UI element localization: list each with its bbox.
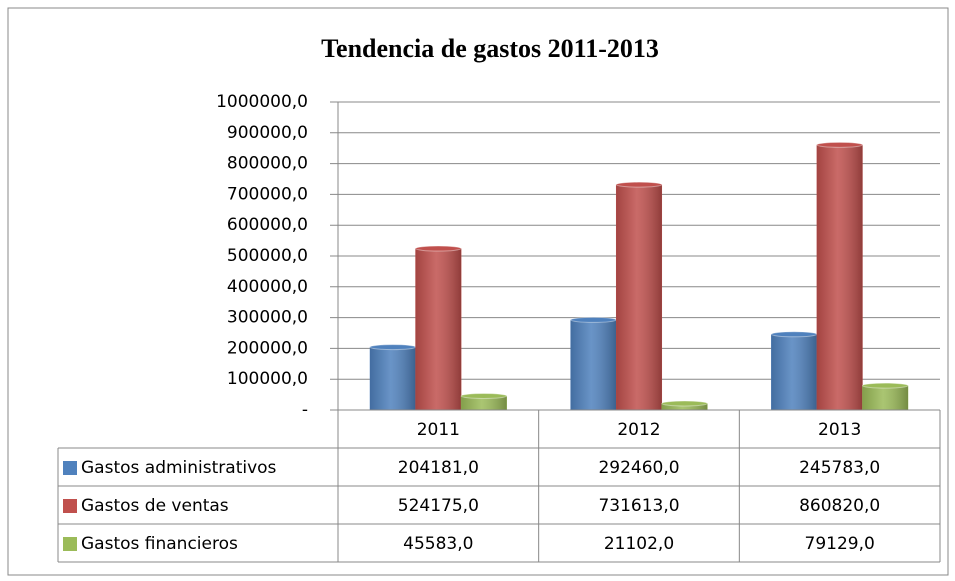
data-label: 204181,0 <box>398 458 479 478</box>
bar-cap <box>570 316 617 323</box>
y-tick-label: 400000,0 <box>227 277 308 297</box>
data-label: 292460,0 <box>598 458 679 478</box>
y-tick-label: 900000,0 <box>227 123 308 143</box>
bar-shade <box>661 403 708 410</box>
bar-cap <box>369 344 417 351</box>
chart-title: Tendencia de gastos 2011-2013 <box>321 34 659 63</box>
chart-frame <box>7 7 949 576</box>
y-tick-label: - <box>302 400 308 420</box>
bar-shade <box>816 144 863 411</box>
bar-shade <box>370 347 416 410</box>
bar-cap <box>861 382 909 389</box>
bar-cap <box>460 392 508 399</box>
bar-cap <box>415 245 462 252</box>
data-label: 524175,0 <box>398 496 479 516</box>
y-tick-label: 800000,0 <box>227 154 308 174</box>
x-tick-label: 2012 <box>617 420 660 440</box>
legend-label: Gastos financieros <box>81 534 238 554</box>
bar-cap <box>661 400 708 407</box>
data-label: 860820,0 <box>799 496 880 516</box>
legend-key <box>63 499 77 513</box>
bar-cap <box>615 181 663 188</box>
y-tick-label: 700000,0 <box>227 184 308 204</box>
bar-shade <box>461 395 507 410</box>
x-tick-label: 2011 <box>417 420 460 440</box>
data-label: 731613,0 <box>598 496 679 516</box>
y-tick-label: 100000,0 <box>227 369 308 389</box>
data-label: 45583,0 <box>403 534 473 554</box>
y-tick-label: 300000,0 <box>227 308 308 328</box>
legend-label: Gastos administrativos <box>81 458 277 478</box>
y-tick-label: 500000,0 <box>227 246 308 266</box>
legend-key <box>63 461 77 475</box>
data-label: 245783,0 <box>799 458 880 478</box>
bar-shade <box>862 385 908 410</box>
data-label: 79129,0 <box>805 534 875 554</box>
legend-key <box>63 537 77 551</box>
bar-shade <box>570 319 617 410</box>
bar-cap <box>816 141 863 148</box>
y-tick-label: 200000,0 <box>227 338 308 358</box>
y-tick-label: 600000,0 <box>227 215 308 235</box>
data-label: 21102,0 <box>604 534 674 554</box>
x-tick-label: 2013 <box>818 420 861 440</box>
bar-shade <box>415 248 462 410</box>
y-tick-label: 1000000,0 <box>216 92 308 112</box>
bar-shade <box>771 334 817 410</box>
bar-shade <box>616 184 662 410</box>
legend-label: Gastos de ventas <box>81 496 229 516</box>
bar-cap <box>770 331 818 338</box>
